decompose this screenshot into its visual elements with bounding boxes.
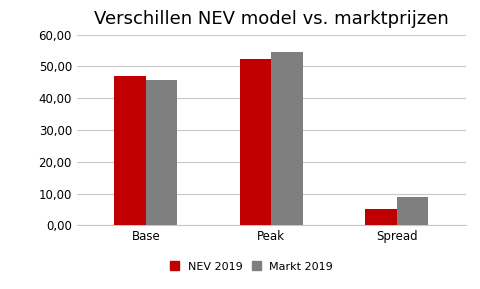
Bar (271, 51, 302, 225)
Legend: NEV 2019, Markt 2019: NEV 2019, Markt 2019 (170, 262, 333, 272)
Bar (114, 76, 146, 225)
Bar (396, 197, 428, 225)
Bar (146, 80, 177, 225)
Bar (240, 58, 271, 225)
Bar (365, 209, 396, 225)
Title: Verschillen NEV model vs. marktprijzen: Verschillen NEV model vs. marktprijzen (94, 10, 449, 27)
